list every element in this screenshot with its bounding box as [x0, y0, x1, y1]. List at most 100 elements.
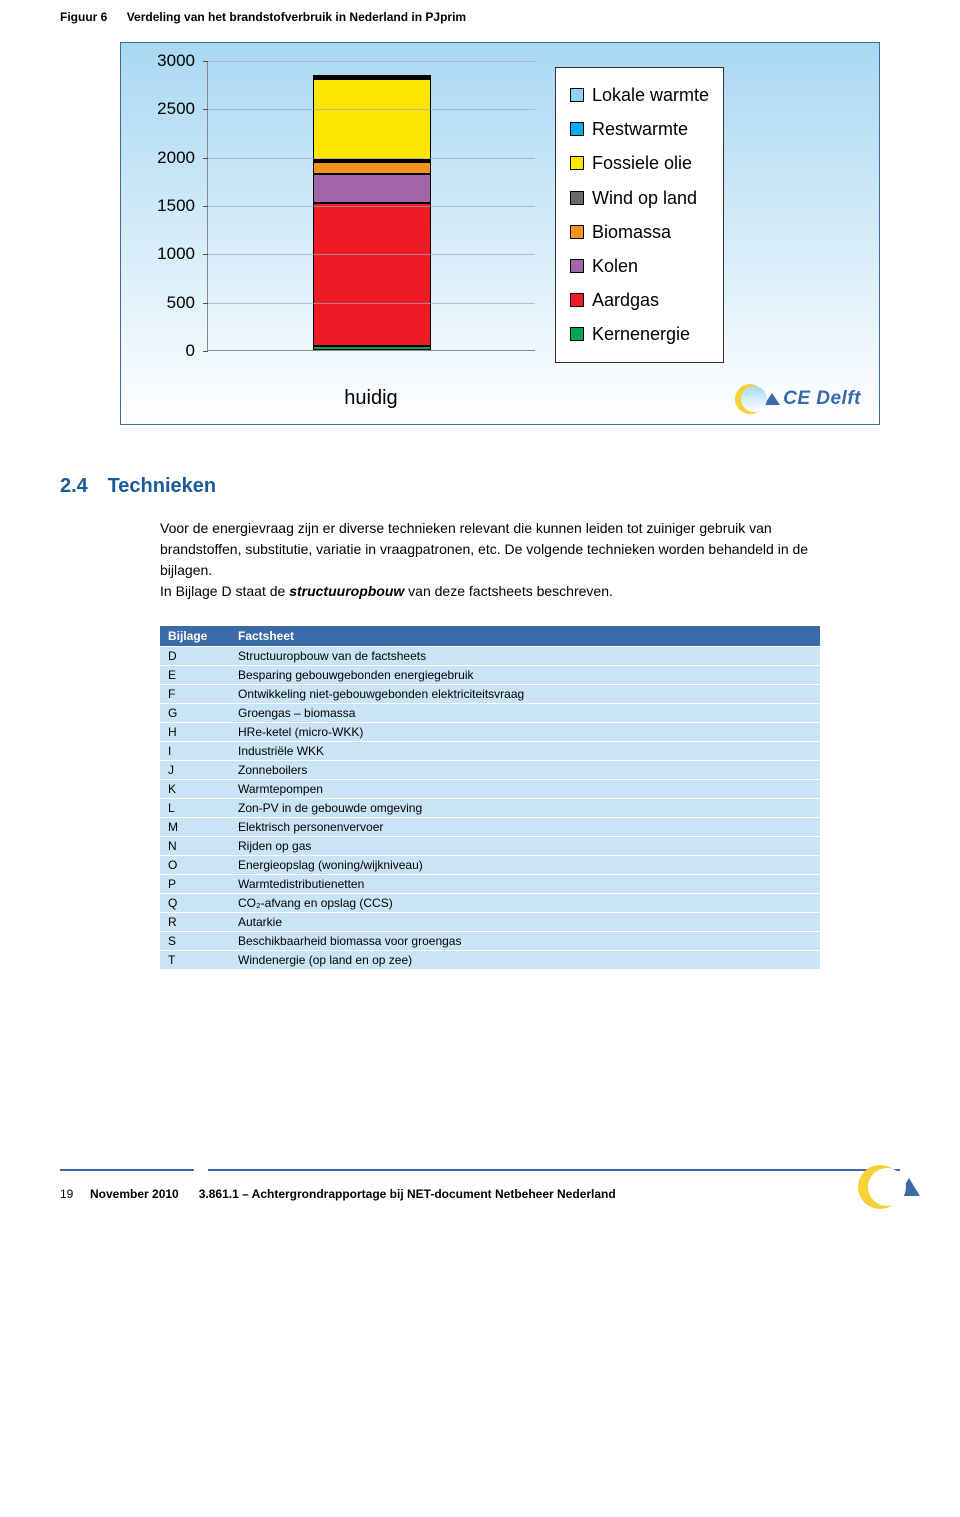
table-cell: Ontwikkeling niet-gebouwgebonden elektri… — [230, 685, 820, 704]
footer-docref: 3.861.1 – Achtergrondrapportage bij NET-… — [199, 1187, 616, 1201]
bar-segment — [313, 79, 431, 159]
ce-delft-logo: CE Delft — [735, 384, 861, 414]
table-cell: Rijden op gas — [230, 837, 820, 856]
section-paragraph: Voor de energievraag zijn er diverse tec… — [160, 518, 830, 602]
table-cell: Warmtedistributienetten — [230, 875, 820, 894]
legend-swatch — [570, 156, 584, 170]
table-cell: CO₂-afvang en opslag (CCS) — [230, 894, 820, 913]
footer-logo — [858, 1165, 920, 1209]
footer-date: November 2010 — [90, 1187, 179, 1201]
table-header-factsheet: Factsheet — [230, 626, 820, 647]
x-axis-label: huidig — [207, 387, 535, 410]
figure-caption: Figuur 6 Verdeling van het brandstofverb… — [60, 10, 900, 24]
table-row: NRijden op gas — [160, 837, 820, 856]
y-tick-label: 1500 — [149, 196, 195, 216]
table-row: DStructuuropbouw van de factsheets — [160, 647, 820, 666]
table-cell: T — [160, 951, 230, 970]
legend-label: Kernenergie — [592, 317, 690, 351]
factsheet-table: Bijlage Factsheet DStructuuropbouw van d… — [160, 626, 820, 969]
legend-swatch — [570, 293, 584, 307]
table-cell: L — [160, 799, 230, 818]
table-cell: S — [160, 932, 230, 951]
bar-segment — [313, 162, 431, 175]
y-tick-label: 500 — [149, 293, 195, 313]
table-cell: E — [160, 666, 230, 685]
table-row: KWarmtepompen — [160, 780, 820, 799]
y-tick-label: 2500 — [149, 99, 195, 119]
table-cell: P — [160, 875, 230, 894]
table-cell: K — [160, 780, 230, 799]
table-cell: Q — [160, 894, 230, 913]
section-heading: 2.4 Technieken — [60, 475, 900, 498]
legend-label: Restwarmte — [592, 112, 688, 146]
table-row: IIndustriële WKK — [160, 742, 820, 761]
bar-segment — [313, 174, 431, 203]
table-cell: Groengas – biomassa — [230, 704, 820, 723]
table-row: RAutarkie — [160, 913, 820, 932]
legend-item: Aardgas — [570, 283, 709, 317]
table-cell: J — [160, 761, 230, 780]
table-row: JZonneboilers — [160, 761, 820, 780]
table-cell: R — [160, 913, 230, 932]
legend-label: Kolen — [592, 249, 638, 283]
table-cell: Elektrisch personenvervoer — [230, 818, 820, 837]
y-tick-label: 3000 — [149, 51, 195, 71]
legend-swatch — [570, 259, 584, 273]
table-cell: N — [160, 837, 230, 856]
legend-item: Kolen — [570, 249, 709, 283]
legend-swatch — [570, 122, 584, 136]
table-row: LZon-PV in de gebouwde omgeving — [160, 799, 820, 818]
table-cell: F — [160, 685, 230, 704]
table-row: TWindenergie (op land en op zee) — [160, 951, 820, 970]
table-cell: M — [160, 818, 230, 837]
bar-segment — [313, 203, 431, 346]
y-tick-label: 2000 — [149, 148, 195, 168]
table-cell: I — [160, 742, 230, 761]
table-row: OEnergieopslag (woning/wijkniveau) — [160, 856, 820, 875]
legend-label: Fossiele olie — [592, 146, 692, 180]
table-cell: Industriële WKK — [230, 742, 820, 761]
table-cell: Besparing gebouwgebonden energiegebruik — [230, 666, 820, 685]
page-number: 19 — [60, 1187, 90, 1201]
table-row: GGroengas – biomassa — [160, 704, 820, 723]
table-row: MElektrisch personenvervoer — [160, 818, 820, 837]
legend-label: Biomassa — [592, 215, 671, 249]
ce-delft-text: CE Delft — [783, 388, 861, 410]
legend-swatch — [570, 225, 584, 239]
legend-item: Restwarmte — [570, 112, 709, 146]
table-row: FOntwikkeling niet-gebouwgebonden elektr… — [160, 685, 820, 704]
legend-swatch — [570, 88, 584, 102]
table-cell: Beschikbaarheid biomassa voor groengas — [230, 932, 820, 951]
legend-label: Aardgas — [592, 283, 659, 317]
chart-plot-area: 050010001500200025003000 — [155, 61, 535, 381]
figure-description: Verdeling van het brandstofverbruik in N… — [127, 10, 466, 24]
table-cell: Autarkie — [230, 913, 820, 932]
table-cell: G — [160, 704, 230, 723]
table-cell: HRe-ketel (micro-WKK) — [230, 723, 820, 742]
plot-box — [207, 61, 535, 351]
table-cell: Zon-PV in de gebouwde omgeving — [230, 799, 820, 818]
table-cell: Structuuropbouw van de factsheets — [230, 647, 820, 666]
legend-item: Wind op land — [570, 181, 709, 215]
section-title: Technieken — [108, 475, 217, 497]
table-row: QCO₂-afvang en opslag (CCS) — [160, 894, 820, 913]
table-cell: Windenergie (op land en op zee) — [230, 951, 820, 970]
table-cell: H — [160, 723, 230, 742]
legend-swatch — [570, 191, 584, 205]
legend-item: Biomassa — [570, 215, 709, 249]
table-cell: Warmtepompen — [230, 780, 820, 799]
section-number: 2.4 — [60, 475, 102, 498]
legend-label: Wind op land — [592, 181, 697, 215]
table-cell: O — [160, 856, 230, 875]
table-row: EBesparing gebouwgebonden energiegebruik — [160, 666, 820, 685]
table-row: PWarmtedistributienetten — [160, 875, 820, 894]
bar-segment — [313, 346, 431, 350]
table-cell: Zonneboilers — [230, 761, 820, 780]
y-tick-label: 1000 — [149, 244, 195, 264]
page-footer: 19 November 2010 3.861.1 – Achtergrondra… — [60, 1169, 900, 1201]
legend-item: Lokale warmte — [570, 78, 709, 112]
y-axis: 050010001500200025003000 — [155, 61, 201, 351]
table-row: SBeschikbaarheid biomassa voor groengas — [160, 932, 820, 951]
table-row: HHRe-ketel (micro-WKK) — [160, 723, 820, 742]
legend-item: Fossiele olie — [570, 146, 709, 180]
